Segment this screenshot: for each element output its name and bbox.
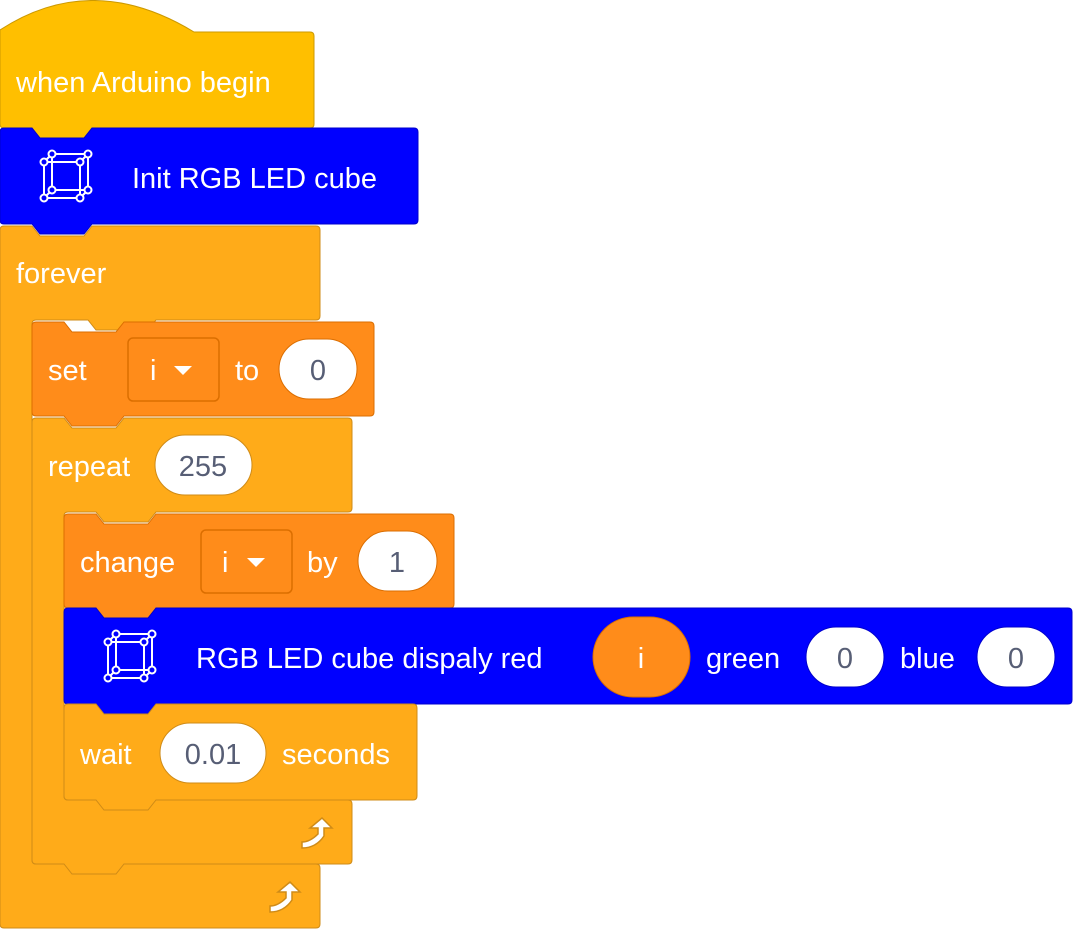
change-value-input[interactable]: 1 (357, 530, 438, 592)
hat-label: when Arduino begin (15, 67, 271, 99)
seconds-label: seconds (282, 739, 390, 771)
repeat-count-value: 255 (179, 451, 227, 483)
dropdown-caret-icon (247, 558, 265, 567)
red-value: i (638, 643, 644, 675)
change-label: change (80, 547, 175, 579)
rgb-led-cube-display-block[interactable]: RGB LED cube dispaly red i green 0 blue … (63, 607, 1073, 715)
set-value: 0 (310, 355, 326, 387)
red-variable-reporter[interactable]: i (592, 616, 691, 698)
wait-value-input[interactable]: 0.01 (159, 722, 267, 784)
wait-block[interactable]: wait 0.01 seconds (63, 703, 418, 811)
set-variable-name: i (150, 355, 156, 387)
green-value: 0 (837, 643, 853, 675)
when-arduino-begin-block[interactable]: when Arduino begin (0, 0, 315, 139)
blue-value: 0 (1008, 643, 1024, 675)
blue-label: blue (900, 643, 955, 675)
loop-arrow-icon (301, 816, 334, 849)
repeat-label: repeat (48, 451, 130, 483)
loop-arrow-icon (269, 880, 302, 913)
repeat-block[interactable]: repeat 255 (31, 417, 353, 875)
init-block-shape (0, 127, 419, 235)
green-value-input[interactable]: 0 (805, 626, 885, 688)
green-label: green (706, 643, 780, 675)
display-label: RGB LED cube dispaly red (196, 643, 543, 675)
wait-value: 0.01 (185, 739, 241, 771)
dropdown-caret-icon (174, 366, 192, 375)
rgb-led-cube-icon (103, 629, 157, 683)
change-variable-name: i (222, 547, 228, 579)
set-variable-block[interactable]: set i to 0 (31, 321, 375, 427)
init-label: Init RGB LED cube (132, 163, 377, 195)
change-value: 1 (389, 547, 405, 579)
set-label: set (48, 355, 87, 387)
to-label: to (235, 355, 259, 387)
wait-label: wait (79, 739, 132, 771)
blue-value-input[interactable]: 0 (976, 626, 1056, 688)
init-rgb-led-cube-block[interactable]: Init RGB LED cube (0, 127, 419, 235)
change-variable-dropdown[interactable]: i (200, 529, 293, 594)
set-variable-dropdown[interactable]: i (127, 337, 220, 402)
change-variable-block[interactable]: change i by 1 (63, 513, 455, 619)
set-value-input[interactable]: 0 (278, 338, 358, 400)
forever-label: forever (16, 258, 107, 290)
repeat-count-input[interactable]: 255 (154, 434, 253, 496)
by-label: by (307, 547, 338, 579)
rgb-led-cube-icon (39, 149, 93, 203)
